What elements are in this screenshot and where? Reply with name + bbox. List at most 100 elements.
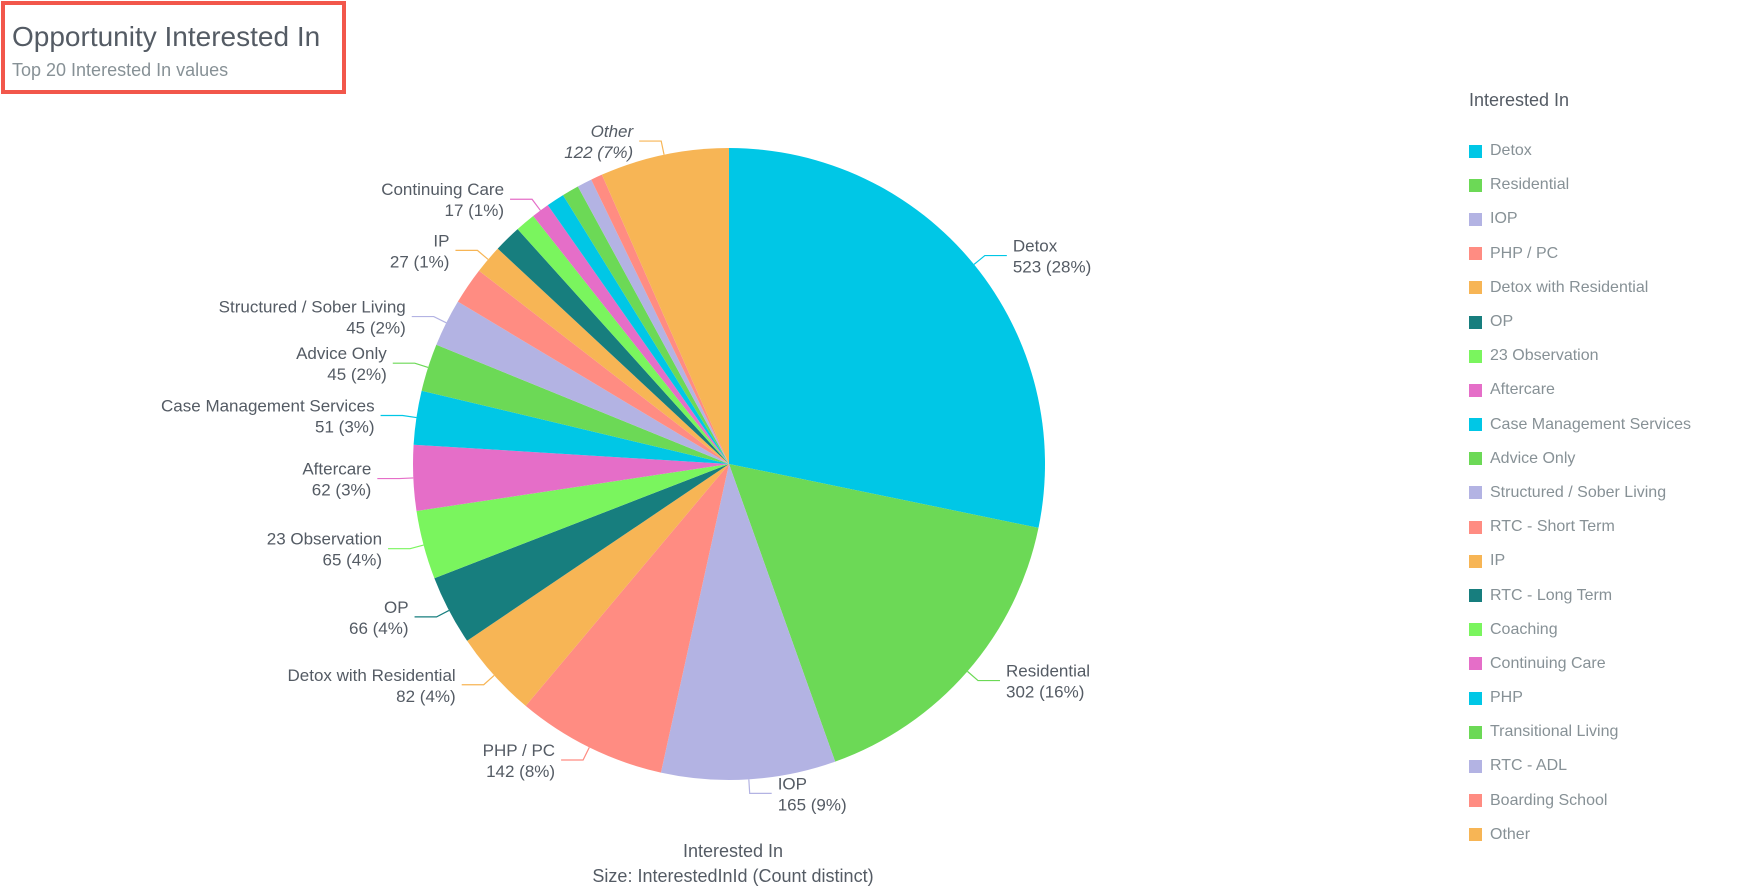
leader-line-case-management-services xyxy=(380,414,417,419)
legend-swatch xyxy=(1469,794,1482,808)
legend-swatch xyxy=(1469,178,1482,192)
slice-value-php-pc: 142 (8%) xyxy=(486,762,555,781)
legend-swatch xyxy=(1469,623,1482,637)
legend-item-advice-only[interactable]: Advice Only xyxy=(1469,442,1739,476)
leader-line-op xyxy=(414,609,450,618)
slice-label-op: OP xyxy=(384,598,409,617)
slice-value-detox: 523 (28%) xyxy=(1013,258,1091,277)
legend-swatch xyxy=(1469,452,1482,466)
slice-value-detox-with-residential: 82 (4%) xyxy=(396,687,456,706)
leader-line-advice-only xyxy=(392,362,429,369)
legend-swatch xyxy=(1469,589,1482,603)
pie-slice-detox-with-residential[interactable] xyxy=(467,464,729,706)
legend-label: Coaching xyxy=(1490,620,1558,638)
legend-label: RTC - ADL xyxy=(1490,757,1568,775)
pie-slice-continuing-care[interactable] xyxy=(533,205,729,464)
legend-label: Detox xyxy=(1490,142,1532,160)
slice-label-residential: Residential xyxy=(1006,662,1090,681)
leader-line-detox-with-residential xyxy=(461,674,495,686)
legend-list: Detox Residential IOP PHP / PC Detox with Re… xyxy=(1469,134,1739,852)
slice-value-case-management-services: 51 (3%) xyxy=(315,417,375,436)
legend-label: PHP / PC xyxy=(1490,244,1559,262)
pie-slice-coaching[interactable] xyxy=(517,215,729,464)
slice-label-aftercare: Aftercare xyxy=(302,460,371,479)
slice-label-continuing-care: Continuing Care xyxy=(381,180,504,199)
pie-slice-aftercare[interactable] xyxy=(413,444,729,511)
legend: Interested In Detox Residential IOP PHP / P… xyxy=(1469,90,1739,852)
legend-swatch xyxy=(1469,759,1482,773)
pie-slice-php-pc[interactable] xyxy=(525,464,729,773)
slice-label-ip: IP xyxy=(433,231,449,250)
pie-slice-detox[interactable] xyxy=(729,148,1046,528)
legend-item-rtc-short-term[interactable]: RTC - Short Term xyxy=(1469,510,1739,544)
pie-slice-case-management-services[interactable] xyxy=(413,390,729,464)
pie-slice-php[interactable] xyxy=(547,195,729,465)
pie-slice-rtc-long-term[interactable] xyxy=(497,229,729,464)
legend-label: Transitional Living xyxy=(1490,723,1619,741)
legend-item-23-observation[interactable]: 23 Observation xyxy=(1469,339,1739,373)
pie-slice-other[interactable] xyxy=(601,148,729,464)
slice-value-continuing-care: 17 (1%) xyxy=(445,201,505,220)
legend-item-other[interactable]: Other xyxy=(1469,818,1739,852)
legend-item-coaching[interactable]: Coaching xyxy=(1469,613,1739,647)
leader-line-aftercare xyxy=(377,477,414,480)
legend-swatch xyxy=(1469,212,1482,226)
pie-slice-structured-sober-living[interactable] xyxy=(436,301,729,464)
pie-slice-transitional-living[interactable] xyxy=(563,186,729,465)
legend-label: OP xyxy=(1490,313,1514,331)
legend-item-detox[interactable]: Detox xyxy=(1469,134,1739,168)
legend-label: Detox with Residential xyxy=(1490,278,1649,296)
slice-value-ip: 27 (1%) xyxy=(390,252,450,271)
chart-title: Opportunity Interested In xyxy=(12,21,321,52)
pie-chart: Detox 523 (28%) Residential 302 (16%) IOP 165… xyxy=(161,122,1091,814)
legend-label: Aftercare xyxy=(1490,381,1555,399)
size-caption: Size: InterestedInId (Count distinct) xyxy=(592,866,874,886)
legend-item-structured-sober-living[interactable]: Structured / Sober Living xyxy=(1469,476,1739,510)
legend-item-rtc-long-term[interactable]: RTC - Long Term xyxy=(1469,578,1739,612)
legend-swatch xyxy=(1469,520,1482,534)
pie-slice-ip[interactable] xyxy=(479,248,729,464)
pie-slice-iop[interactable] xyxy=(660,464,836,780)
title-highlight-box xyxy=(1,1,346,94)
legend-item-php-pc[interactable]: PHP / PC xyxy=(1469,237,1739,271)
slice-label-php-pc: PHP / PC xyxy=(483,741,555,760)
legend-item-detox-with-residential[interactable]: Detox with Residential xyxy=(1469,271,1739,305)
slice-label-structured-sober-living: Structured / Sober Living xyxy=(219,298,406,317)
slice-label-detox-with-residential: Detox with Residential xyxy=(288,666,456,685)
legend-item-continuing-care[interactable]: Continuing Care xyxy=(1469,647,1739,681)
legend-swatch xyxy=(1469,828,1482,842)
pie-slice-advice-only[interactable] xyxy=(421,344,729,464)
legend-swatch xyxy=(1469,247,1482,261)
pie-slice-boarding-school[interactable] xyxy=(591,174,729,465)
legend-item-php[interactable]: PHP xyxy=(1469,681,1739,715)
slice-value-iop: 165 (9%) xyxy=(778,795,847,814)
legend-item-op[interactable]: OP xyxy=(1469,305,1739,339)
legend-item-aftercare[interactable]: Aftercare xyxy=(1469,373,1739,407)
legend-item-case-management-services[interactable]: Case Management Services xyxy=(1469,408,1739,442)
legend-item-residential[interactable]: Residential xyxy=(1469,168,1739,202)
leader-line-iop xyxy=(748,779,772,794)
slice-label-case-management-services: Case Management Services xyxy=(161,396,375,415)
legend-item-transitional-living[interactable]: Transitional Living xyxy=(1469,715,1739,749)
legend-label: IOP xyxy=(1490,210,1518,228)
legend-item-iop[interactable]: IOP xyxy=(1469,202,1739,236)
legend-swatch xyxy=(1469,281,1482,295)
legend-title: Interested In xyxy=(1469,90,1570,110)
pie-slice-op[interactable] xyxy=(434,464,729,641)
legend-item-ip[interactable]: IP xyxy=(1469,544,1739,578)
legend-swatch xyxy=(1469,554,1482,568)
pie-slice-residential[interactable] xyxy=(729,464,1039,762)
legend-label: RTC - Long Term xyxy=(1490,586,1613,604)
legend-item-boarding-school[interactable]: Boarding School xyxy=(1469,784,1739,818)
legend-item-rtc-adl[interactable]: RTC - ADL xyxy=(1469,749,1739,783)
pie-slice-23-observation[interactable] xyxy=(416,464,729,579)
leader-line-structured-sober-living xyxy=(411,315,447,324)
legend-label: RTC - Short Term xyxy=(1490,518,1615,536)
slice-value-structured-sober-living: 45 (2%) xyxy=(346,319,406,338)
legend-label: IP xyxy=(1490,552,1506,570)
legend-swatch xyxy=(1469,349,1482,363)
legend-label: 23 Observation xyxy=(1490,347,1599,365)
pie-slice-rtc-adl[interactable] xyxy=(577,179,729,464)
legend-swatch xyxy=(1469,691,1482,705)
pie-slice-rtc-short-term[interactable] xyxy=(457,270,729,464)
